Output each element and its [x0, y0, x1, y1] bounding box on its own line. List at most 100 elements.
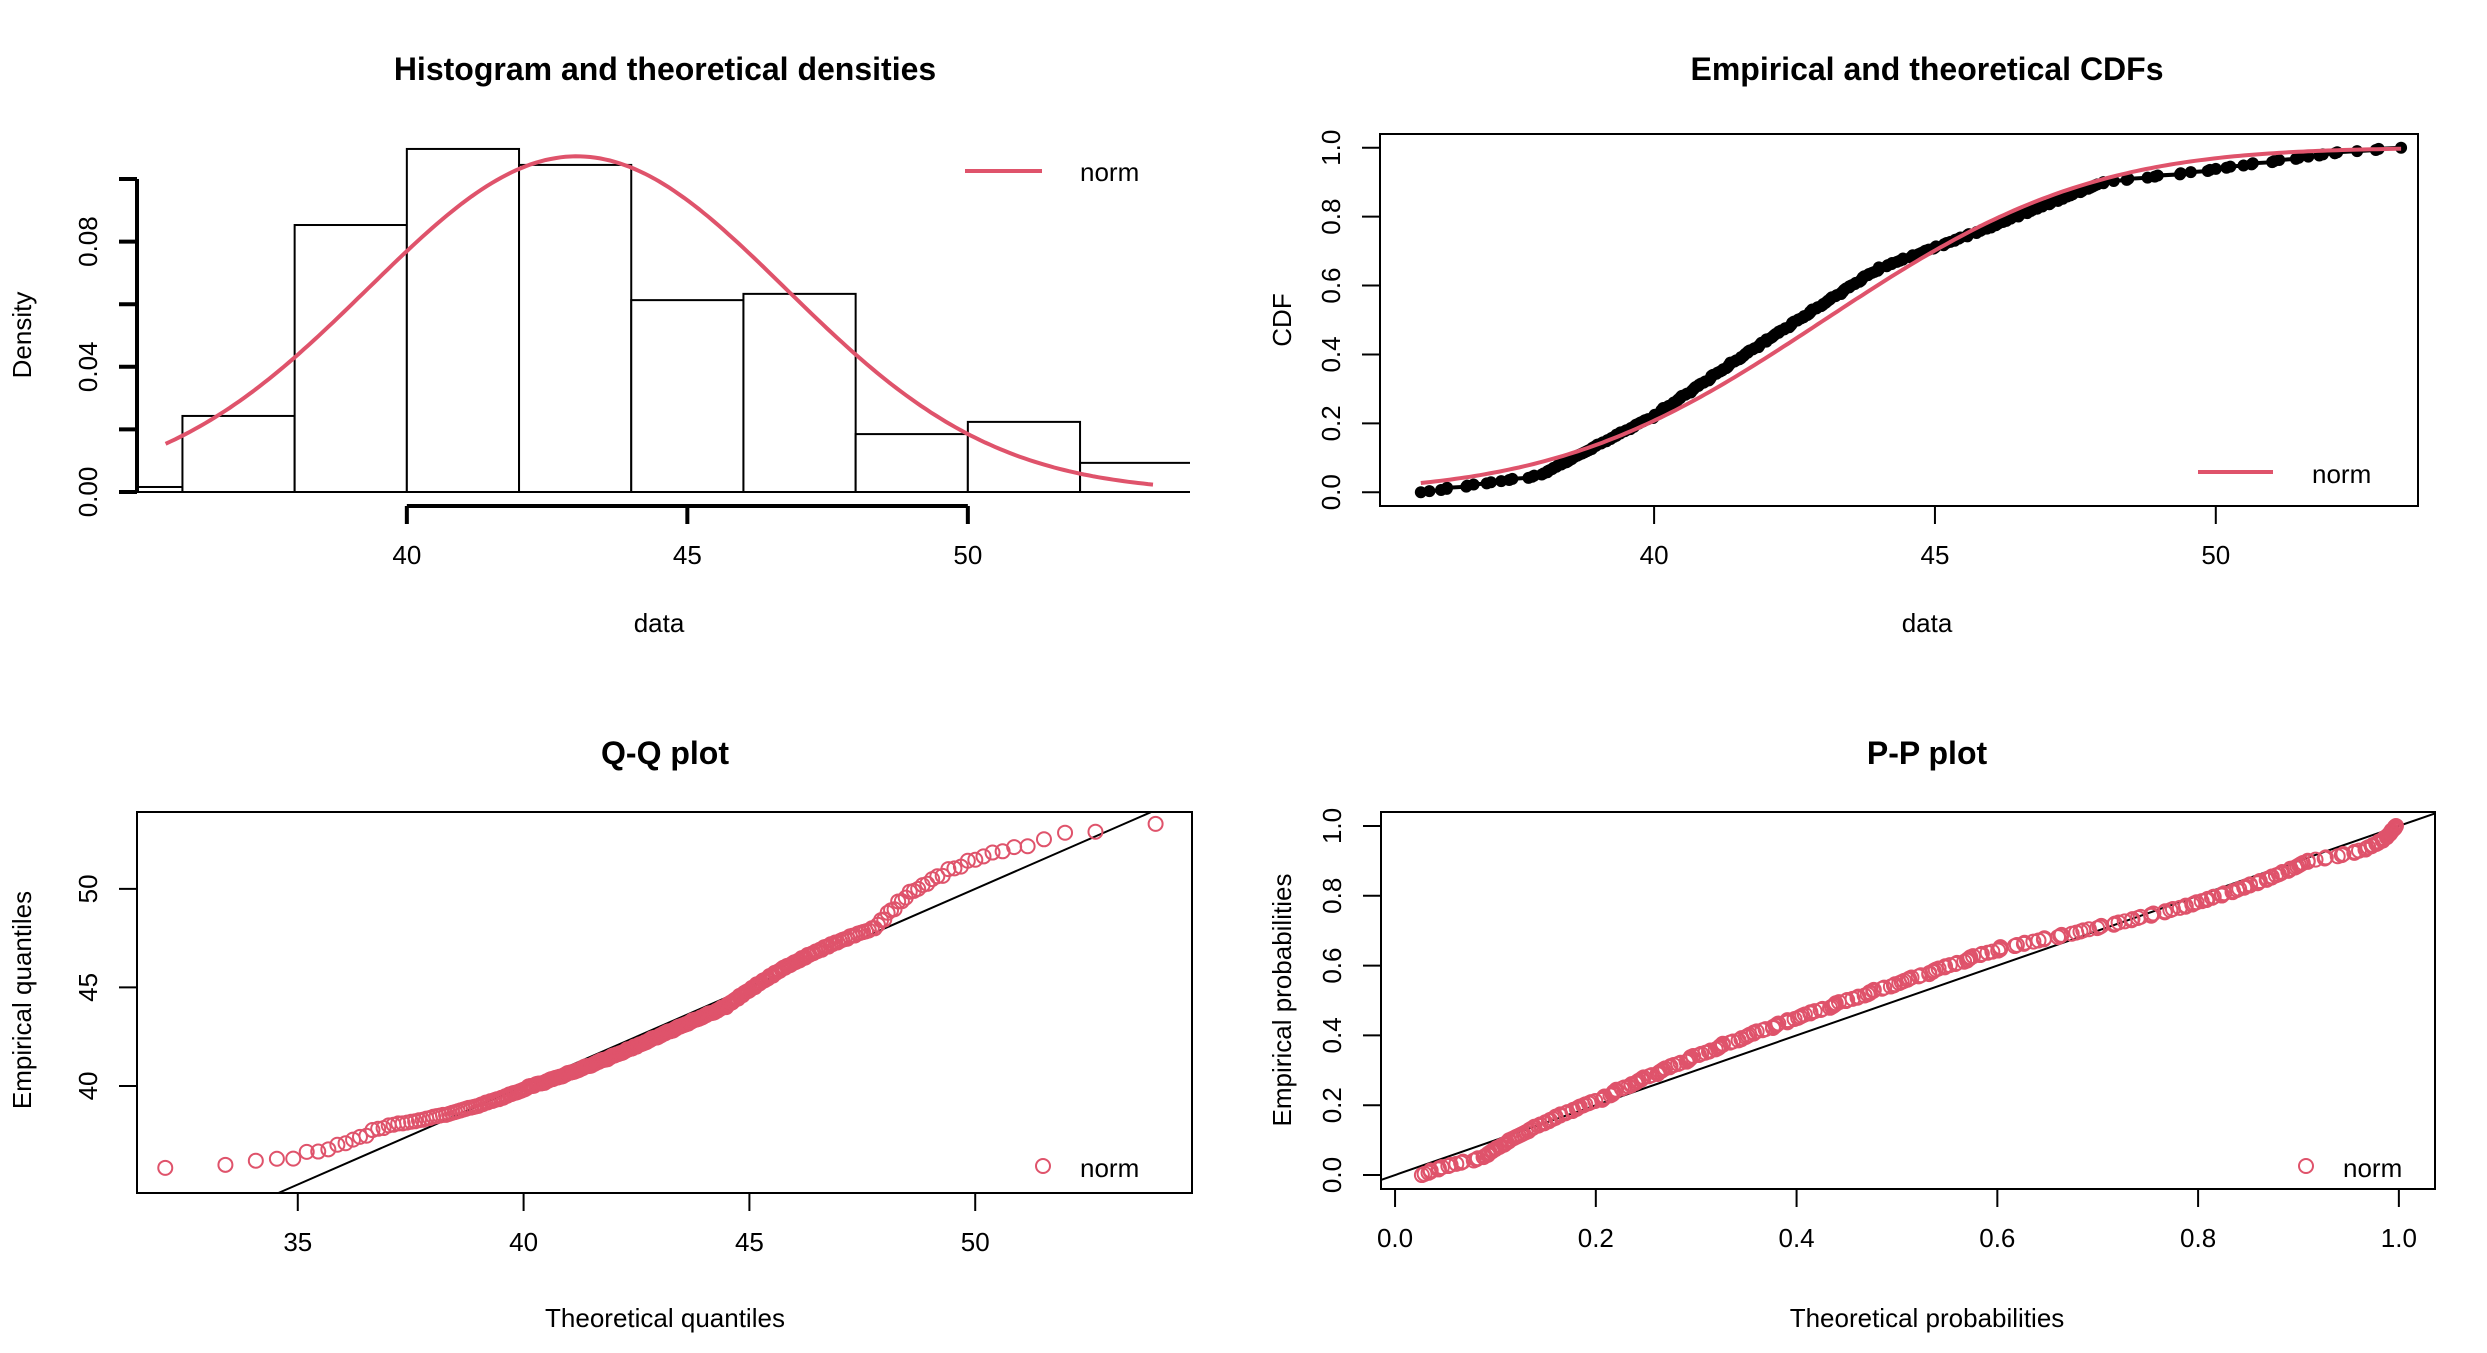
- y-tick-label: 0.6: [1317, 948, 1347, 984]
- x-tick-label: 45: [673, 540, 702, 570]
- histogram-panel: Histogram and theoretical densities data…: [7, 51, 1190, 638]
- qq-point: [329, 1136, 346, 1153]
- y-tick-label: 0.0: [1316, 474, 1346, 510]
- pp-point: [2241, 876, 2258, 893]
- x-tick-label: 40: [509, 1227, 538, 1257]
- pp-axes: 0.0 0.2 0.4 0.6 0.8 1.0 0.0 0.2 0.4 0.6 0.8 1.0: [1317, 808, 2417, 1253]
- pp-y-axis-label: Empirical probabilities: [1267, 874, 1297, 1127]
- qq-point: [910, 880, 927, 897]
- y-tick-label: 0.0: [1317, 1157, 1347, 1193]
- qq-reference-line: [277, 811, 1152, 1194]
- cdf-axes: 0.0 0.2 0.4 0.6 0.8 1.0 40 45 50: [1316, 130, 2230, 570]
- y-tick-label: 40: [73, 1072, 103, 1101]
- histogram-bar: [630, 299, 745, 494]
- qq-y-axis-label: Empirical quantiles: [7, 891, 37, 1109]
- qq-legend: norm: [1035, 1153, 1139, 1183]
- y-tick-label: 0.2: [1316, 405, 1346, 441]
- empirical-cdf-point: [2246, 157, 2259, 170]
- empirical-cdf-point: [2292, 151, 2305, 164]
- qq-axes: 40 45 50 35 40 45 50: [73, 874, 990, 1257]
- y-tick-label: 0.4: [1317, 1017, 1347, 1053]
- legend-point-swatch: [2298, 1158, 2314, 1174]
- qq-point: [959, 852, 976, 869]
- pp-point: [2299, 852, 2316, 869]
- empirical-cdf-point: [1467, 478, 1480, 491]
- pp-point: [1973, 945, 1990, 962]
- x-tick-label: 0.8: [2180, 1223, 2216, 1253]
- cdf-plot-box: [1379, 133, 2419, 507]
- y-tick-label: 0.04: [73, 341, 103, 392]
- qq-point: [1147, 815, 1164, 832]
- legend-label: norm: [2343, 1153, 2402, 1183]
- x-tick-label: 0.2: [1578, 1223, 1614, 1253]
- x-tick-label: 35: [283, 1227, 312, 1257]
- qq-point: [984, 844, 1001, 861]
- legend-label: norm: [1080, 1153, 1139, 1183]
- pp-point: [2335, 846, 2352, 863]
- y-tick-label: 1.0: [1317, 808, 1347, 844]
- pp-legend: norm: [2298, 1153, 2402, 1183]
- y-tick-label: 0.00: [73, 467, 103, 518]
- qq-plot-box: [136, 811, 1193, 1194]
- qq-point: [364, 1122, 381, 1139]
- cdf-y-axis-label: CDF: [1267, 293, 1297, 346]
- histogram-bar: [518, 163, 633, 493]
- pp-point: [1984, 943, 2001, 960]
- empirical-cdf-point: [1423, 485, 1436, 498]
- x-tick-label: 40: [392, 540, 421, 570]
- qq-point: [310, 1143, 327, 1160]
- pp-point: [1770, 1015, 1787, 1032]
- qq-point: [268, 1150, 285, 1167]
- qq-point: [1087, 823, 1104, 840]
- empirical-cdf-point: [2224, 160, 2237, 173]
- empirical-cdf-point: [2151, 169, 2164, 182]
- histogram-fit-curve-group: [164, 154, 1154, 487]
- y-tick-label: 0.6: [1316, 267, 1346, 303]
- qq-point: [247, 1152, 264, 1169]
- qq-point: [1019, 838, 1036, 855]
- x-tick-label: 45: [1920, 540, 1949, 570]
- normal-density-curve: [164, 154, 1154, 487]
- qq-point: [1035, 831, 1052, 848]
- pp-point: [2008, 936, 2025, 953]
- qq-reference-line-group: [277, 811, 1152, 1194]
- cdf-title: Empirical and theoretical CDFs: [1690, 51, 2163, 87]
- pp-point: [2177, 897, 2194, 914]
- qq-x-axis-label: Theoretical quantiles: [545, 1303, 785, 1333]
- x-tick-label: 50: [2201, 540, 2230, 570]
- pp-point: [2205, 888, 2222, 905]
- qq-points: [157, 815, 1164, 1176]
- x-tick-label: 45: [735, 1227, 764, 1257]
- empirical-cdf-point: [2184, 166, 2197, 179]
- qq-point: [285, 1150, 302, 1167]
- legend-label: norm: [1080, 157, 1139, 187]
- pp-point: [1587, 1092, 1604, 1109]
- qq-point: [298, 1143, 315, 1160]
- empirical-cdf-point: [1506, 472, 1519, 485]
- qq-point: [351, 1128, 368, 1145]
- pp-plot-box: [1380, 811, 2436, 1190]
- y-tick-label: 45: [73, 973, 103, 1002]
- cdf-legend: norm: [2198, 459, 2371, 489]
- pp-point: [2317, 849, 2334, 866]
- x-tick-label: 50: [953, 540, 982, 570]
- qq-point: [157, 1159, 174, 1176]
- histogram-bar: [742, 292, 857, 493]
- x-tick-label: 0.4: [1778, 1223, 1814, 1253]
- pp-point: [1748, 1023, 1765, 1040]
- pp-point: [1903, 969, 1920, 986]
- empirical-cdf-line: [1420, 145, 2402, 495]
- pp-point: [1930, 960, 1947, 977]
- pp-x-axis-label: Theoretical probabilities: [1790, 1303, 2065, 1333]
- qq-point: [337, 1135, 354, 1152]
- pp-point: [1941, 957, 1958, 974]
- pp-point: [2386, 819, 2403, 836]
- qq-title: Q-Q plot: [601, 735, 729, 771]
- cdf-fit-curve-group: [1420, 146, 2402, 485]
- y-tick-label: 50: [73, 874, 103, 903]
- histogram-title: Histogram and theoretical densities: [394, 51, 936, 87]
- qq-point: [893, 893, 910, 910]
- x-tick-label: 1.0: [2381, 1223, 2417, 1253]
- legend-point-swatch: [1035, 1158, 1051, 1174]
